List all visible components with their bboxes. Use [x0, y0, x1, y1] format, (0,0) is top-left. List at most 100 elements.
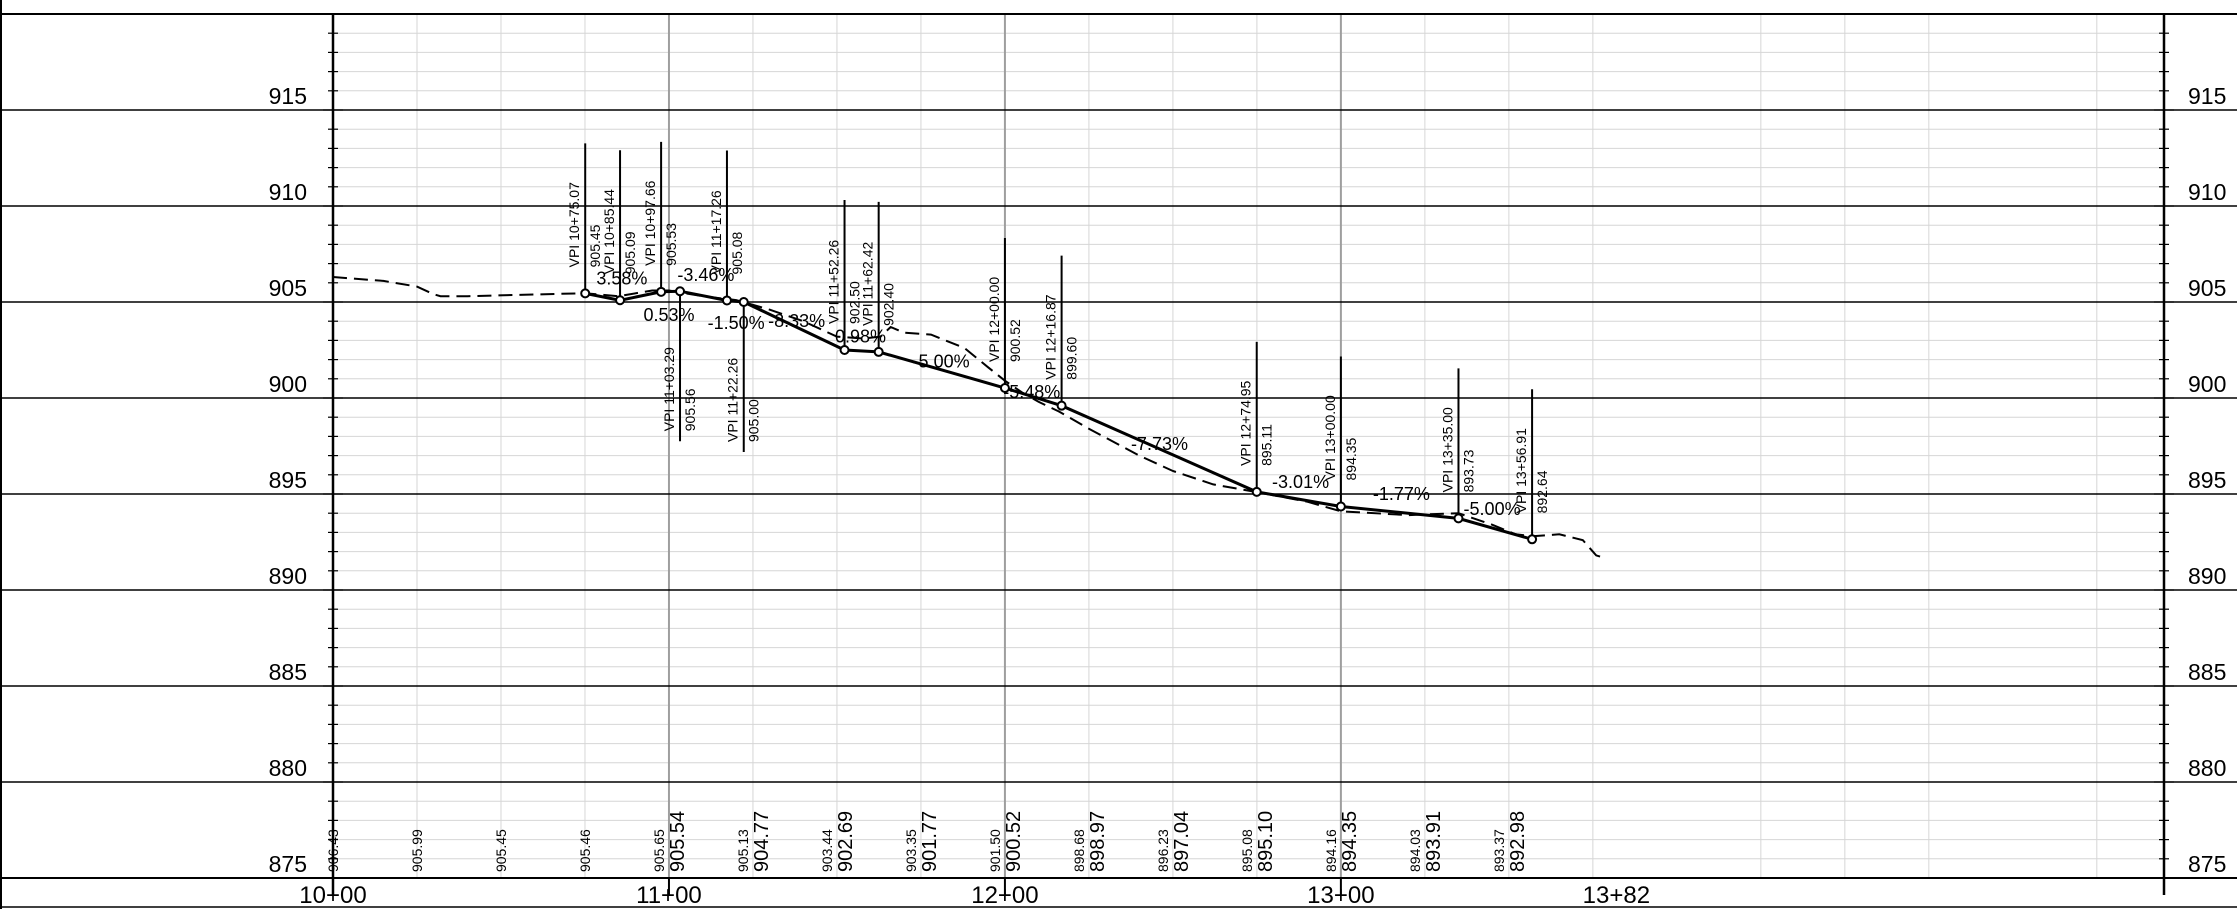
elevation-label-right: 910: [2188, 179, 2226, 205]
vpi-station-label: VPI 12+74.95: [1238, 380, 1254, 465]
band-elevation-label: 893.37: [1491, 829, 1507, 872]
grade-label: -5.48%: [1003, 382, 1060, 402]
vpi-point-marker: [999, 383, 1010, 394]
elevation-label-left: 890: [269, 563, 307, 589]
band-elevation-label: 895.08: [1239, 829, 1255, 872]
band-elevation-label: 905.65: [651, 829, 667, 872]
band-elevation-label: 896.23: [1155, 829, 1171, 872]
vpi-station-label: VPI 11+52.26: [826, 240, 842, 324]
band-elevation-label: 900.52: [1003, 811, 1025, 872]
grade-label: -5.00%: [913, 351, 970, 371]
band-elevation-label: 905.13: [735, 829, 751, 872]
elevation-label-right: 915: [2188, 83, 2226, 109]
vpi-elevation-label: 902.50: [847, 281, 863, 324]
vpi-station-label: VPI 11+62.42: [860, 242, 876, 326]
vpi-station-label: VPI 12+00.00: [986, 277, 1002, 362]
vpi-point-marker: [1335, 501, 1346, 512]
vpi-station-label: VPI 13+35.00: [1439, 407, 1455, 492]
band-elevation-label: 904.77: [751, 811, 773, 872]
vpi-point-marker: [580, 288, 591, 299]
band-elevation-label: 894.35: [1339, 811, 1361, 872]
station-label: 13+00: [1307, 882, 1374, 909]
band-elevation-label: 906.43: [325, 829, 341, 872]
vpi-station-label: VPI 11+17.26: [708, 190, 724, 274]
grade-label: 0.98%: [835, 326, 886, 346]
elevation-label-right: 905: [2188, 275, 2226, 301]
elevation-label-right: 880: [2188, 755, 2226, 781]
band-elevation-label: 901.50: [987, 829, 1003, 872]
band-elevation-label: 905.99: [409, 829, 425, 872]
band-elevation-label: 902.69: [835, 811, 857, 872]
grade-label: 3.58%: [596, 269, 647, 289]
vpi-elevation-label: 895.11: [1259, 424, 1275, 466]
band-elevation-label: 903.44: [819, 829, 835, 872]
vpi-elevation-label: 893.73: [1460, 449, 1476, 492]
elevation-label-right: 900: [2188, 371, 2226, 397]
grade-label: -1.77%: [1373, 484, 1430, 504]
vpi-station-label: VPI 13+00.00: [1322, 395, 1338, 480]
vpi-point-marker: [1056, 400, 1067, 411]
band-elevation-label: 901.77: [919, 811, 941, 872]
vpi-elevation-label: 905.53: [663, 223, 679, 266]
grade-label: -3.01%: [1272, 472, 1329, 492]
vpi-point-marker: [1453, 513, 1464, 524]
station-label: 10+00: [299, 882, 366, 909]
band-elevation-label: 905.45: [493, 829, 509, 872]
vpi-point-marker: [721, 295, 732, 306]
vpi-elevation-label: 900.52: [1007, 319, 1023, 362]
elevation-label-left: 875: [269, 851, 307, 877]
grade-label: -3.46%: [677, 265, 734, 285]
vpi-elevation-label: 905.45: [587, 224, 603, 267]
vpi-station-label: VPI 11+22.26: [725, 358, 741, 442]
vpi-point-marker: [1527, 534, 1538, 545]
elevation-label-left: 900: [269, 371, 307, 397]
station-label: 13+82: [1583, 882, 1650, 909]
vpi-station-label: VPI 10+85.44: [601, 189, 617, 274]
vpi-point-marker: [738, 297, 749, 307]
vpi-station-label: VPI 11+03.29: [661, 347, 677, 431]
vpi-elevation-label: 905.09: [622, 231, 638, 274]
existing-ground-line: [332, 276, 1604, 559]
band-elevation-label: 905.54: [667, 811, 689, 872]
band-elevation-label: 903.35: [903, 829, 919, 872]
elevation-label-left: 885: [269, 659, 307, 685]
band-elevation-label: 895.10: [1255, 811, 1277, 872]
elevation-label-right: 875: [2188, 851, 2226, 877]
band-elevation-label: 894.03: [1407, 829, 1423, 872]
vpi-point-marker: [615, 295, 626, 306]
band-elevation-label: 897.04: [1171, 811, 1193, 872]
band-elevation-label: 905.46: [577, 829, 593, 872]
vpi-elevation-label: 894.35: [1343, 437, 1359, 480]
elevation-label-right: 895: [2188, 467, 2226, 493]
grade-label: -7.73%: [1131, 434, 1188, 454]
vpi-point-marker: [839, 345, 850, 355]
band-elevation-label: 898.68: [1071, 829, 1087, 872]
elevation-label-left: 880: [269, 755, 307, 781]
vpi-station-label: VPI 13+56.91: [1513, 428, 1529, 513]
elevation-label-left: 910: [269, 179, 307, 205]
vpi-elevation-label: 905.00: [746, 399, 762, 442]
vpi-elevation-label: 892.64: [1534, 470, 1550, 513]
vpi-elevation-label: 902.40: [881, 283, 897, 326]
station-label: 11+00: [636, 882, 702, 909]
vpi-point-marker: [656, 286, 667, 297]
station-label: 12+00: [971, 882, 1038, 909]
vpi-elevation-label: 899.60: [1064, 337, 1080, 380]
elevation-label-right: 885: [2188, 659, 2226, 685]
vpi-station-label: VPI 10+97.66: [642, 180, 658, 265]
vpi-station-label: VPI 12+16.87: [1043, 294, 1059, 379]
vpi-point-marker: [1251, 486, 1262, 497]
vpi-station-label: VPI 10+75.07: [566, 182, 582, 267]
elevation-label-left: 895: [269, 467, 307, 493]
elevation-label-left: 905: [269, 275, 307, 301]
grade-label: -5.00%: [1464, 499, 1521, 519]
vpi-point-marker: [675, 286, 686, 297]
elevation-label-right: 890: [2188, 563, 2226, 589]
vpi-elevation-label: 905.56: [682, 388, 698, 431]
grade-label: 0.53%: [643, 305, 694, 325]
grade-label: -8.33%: [768, 311, 825, 331]
grade-label: -1.50%: [708, 313, 765, 333]
band-elevation-label: 894.16: [1323, 829, 1339, 872]
